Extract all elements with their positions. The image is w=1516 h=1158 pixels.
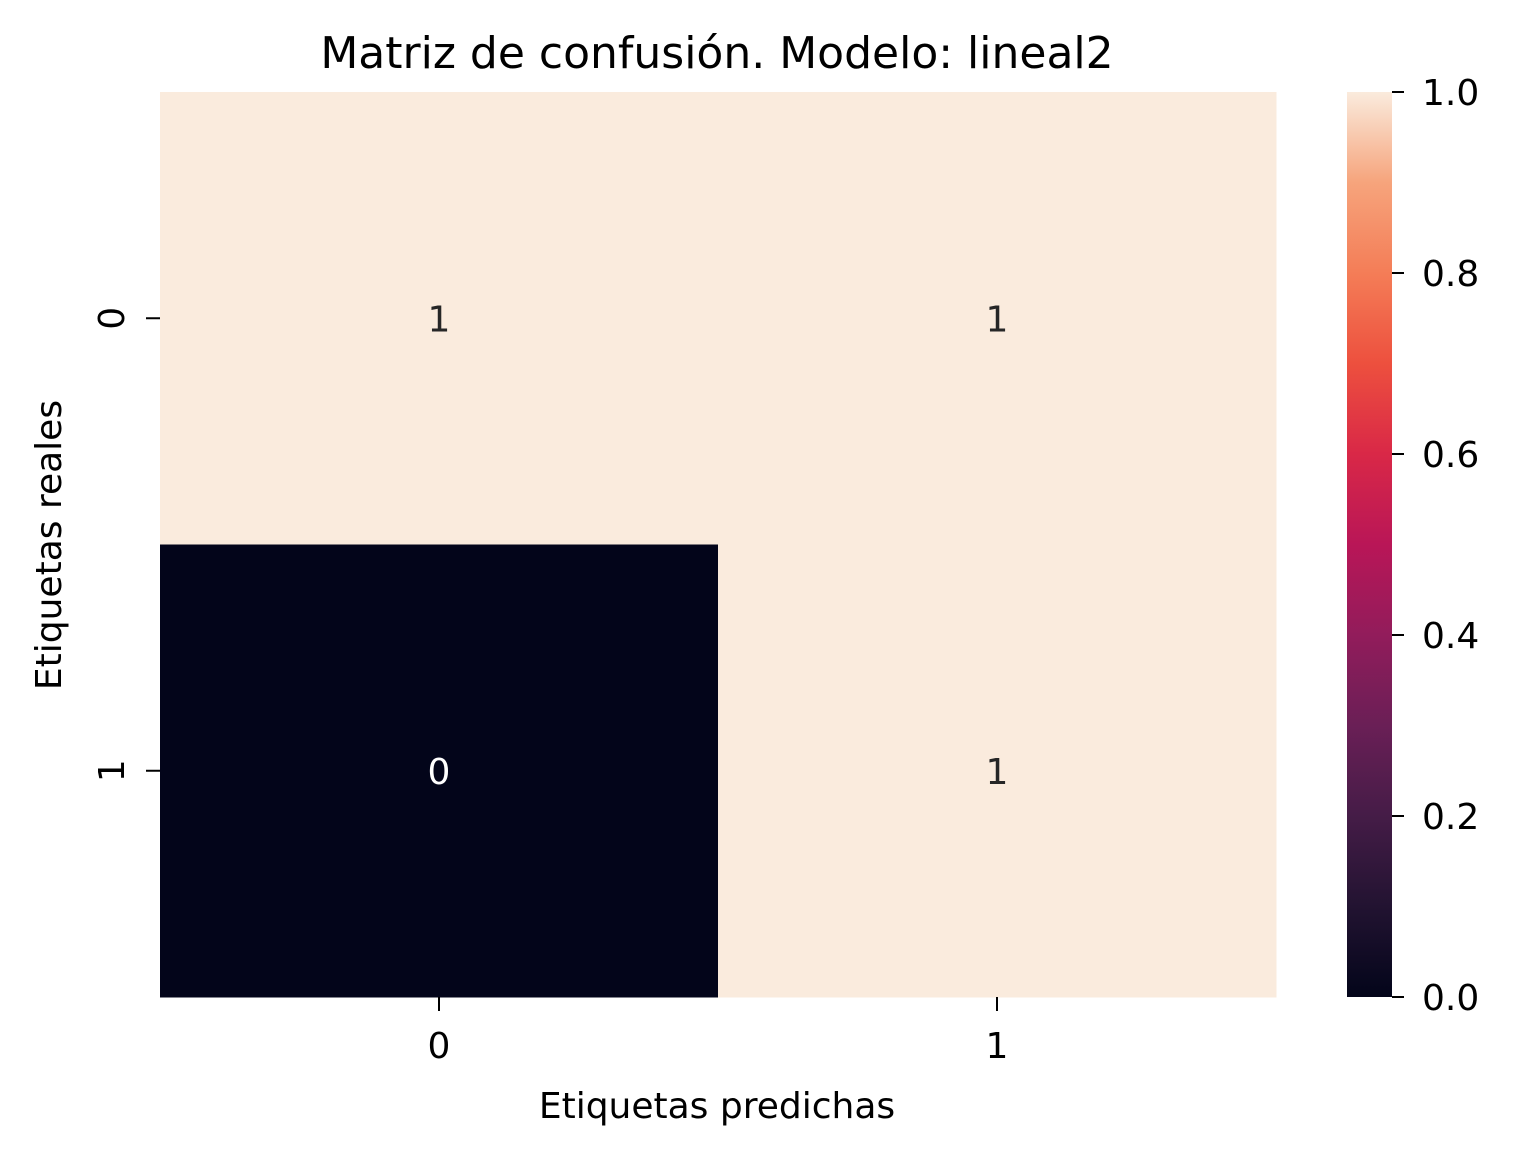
x-tick-label: 1 [986, 1026, 1009, 1067]
cell-annotation: 1 [986, 299, 1009, 340]
heatmap-cell [718, 92, 1277, 545]
heatmap-cell [718, 544, 1277, 998]
heatmap-cell [160, 92, 719, 545]
colorbar-tick-label: 0.6 [1422, 435, 1479, 476]
colorbar-tick-label: 1.0 [1422, 73, 1479, 114]
cell-annotation: 1 [428, 299, 451, 340]
colorbar-tick-label: 0.8 [1422, 254, 1479, 295]
colorbar-tick-label: 0.0 [1422, 978, 1479, 1019]
cell-annotation: 0 [428, 752, 451, 793]
x-axis-label: Etiquetas predichas [539, 1086, 895, 1127]
heatmap-cell [160, 544, 719, 998]
y-tick-label: 0 [92, 307, 133, 330]
colorbar [1347, 92, 1392, 997]
chart-title: Matriz de confusión. Modelo: lineal2 [320, 28, 1113, 79]
colorbar-tick-label: 0.2 [1422, 797, 1479, 838]
colorbar-ticks: 0.0 0.2 0.4 0.6 0.8 1.0 [1392, 73, 1479, 1019]
y-axis-label: Etiquetas reales [29, 400, 70, 690]
cell-annotations: 1 1 0 1 [428, 299, 1009, 793]
y-tick-label: 1 [92, 759, 133, 782]
colorbar-tick-label: 0.4 [1422, 616, 1479, 657]
x-tick-label: 0 [428, 1026, 451, 1067]
cell-annotation: 1 [986, 752, 1009, 793]
heatmap-cells [160, 92, 1277, 998]
y-axis-ticks: 01 [92, 307, 160, 782]
